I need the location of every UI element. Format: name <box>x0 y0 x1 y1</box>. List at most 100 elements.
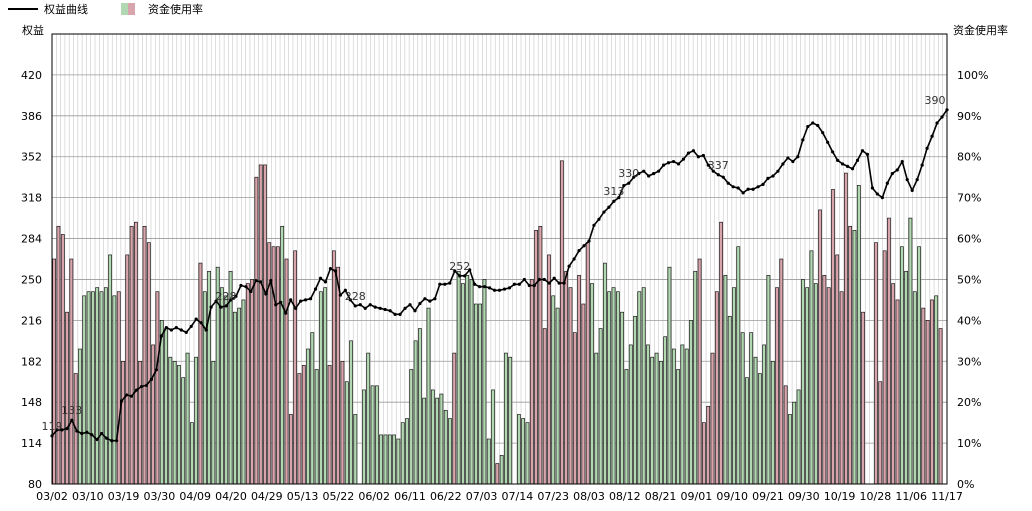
capital-usage-bar <box>779 258 784 485</box>
capital-usage-bar <box>925 320 930 485</box>
capital-usage-bar <box>52 258 57 485</box>
capital-usage-bar <box>370 385 375 485</box>
capital-usage-bar <box>280 225 285 485</box>
capital-usage-bar <box>301 365 306 485</box>
equity-curve-point <box>696 155 700 159</box>
equity-curve-point <box>189 324 193 328</box>
capital-usage-bar <box>693 270 698 485</box>
equity-curve-point <box>393 312 397 316</box>
capital-usage-bar <box>538 225 543 485</box>
capital-usage-bar <box>633 315 637 485</box>
equity-value-label: 330 <box>618 167 639 180</box>
equity-curve-point <box>557 281 561 285</box>
equity-curve-point <box>637 171 641 176</box>
equity-curve-point <box>443 282 447 286</box>
capital-usage-bar <box>607 291 612 485</box>
capital-usage-bar <box>921 307 926 485</box>
capital-usage-bar <box>564 270 569 485</box>
x-axis-tick-label: 08/12 <box>609 490 641 503</box>
equity-curve-point <box>686 151 691 155</box>
capital-usage-bar <box>706 405 711 485</box>
capital-usage-bar <box>413 340 418 485</box>
equity-curve-point <box>110 439 114 443</box>
left-axis-title: 权益 <box>22 23 44 37</box>
capital-usage-bar <box>65 311 69 485</box>
capital-usage-bar <box>202 291 207 485</box>
equity-curve-point <box>786 156 790 160</box>
capital-usage-bar <box>590 283 594 485</box>
capital-usage-bar <box>491 389 495 485</box>
capital-usage-bar <box>340 360 345 485</box>
equity-curve-point <box>323 280 328 284</box>
capital-usage-bar <box>461 283 465 485</box>
equity-curve-point <box>398 312 402 316</box>
capital-usage-bar <box>740 332 745 485</box>
capital-usage-bar <box>912 291 917 485</box>
capital-usage-bar <box>783 385 788 485</box>
equity-curve-point <box>676 162 681 166</box>
capital-usage-bar <box>267 242 272 485</box>
equity-curve-point <box>731 185 735 189</box>
capital-usage-bar <box>409 369 414 485</box>
equity-curve-point <box>791 159 795 164</box>
equity-curve-point <box>174 325 178 330</box>
x-axis-tick-label: 09/10 <box>716 490 748 503</box>
equity-curve-point <box>826 140 830 144</box>
capital-usage-bar <box>874 242 878 485</box>
equity-curve-point <box>139 384 144 389</box>
capital-usage-bar <box>250 279 254 485</box>
equity-curve-point <box>652 171 656 176</box>
left-axis-tick-label: 250 <box>21 273 42 286</box>
x-axis-tick-label: 09/21 <box>752 490 784 503</box>
equity-curve-point <box>572 257 576 261</box>
capital-usage-bar <box>641 287 646 485</box>
equity-curve-point <box>308 297 313 301</box>
capital-usage-bar <box>379 434 384 485</box>
capital-usage-bar <box>676 369 680 485</box>
capital-usage-bar <box>344 381 349 485</box>
capital-usage-bar <box>547 254 551 485</box>
capital-usage-bar <box>383 434 388 485</box>
x-axis-tick-label: 09/01 <box>681 490 713 503</box>
capital-usage-bar <box>284 258 289 485</box>
x-axis-tick-label: 04/29 <box>251 490 283 503</box>
capital-usage-bar <box>288 414 293 485</box>
equity-curve-point <box>333 269 338 273</box>
right-axis-tick-label: 60% <box>957 233 981 246</box>
x-axis-tick-label: 05/22 <box>323 490 355 503</box>
capital-usage-bar <box>680 344 685 485</box>
left-axis-tick-label: 386 <box>21 110 42 123</box>
equity-curve-point <box>517 282 521 286</box>
equity-curve-point <box>870 186 875 190</box>
equity-curve-point <box>458 274 462 278</box>
x-axis-tick-label: 05/13 <box>287 490 319 503</box>
capital-usage-bar <box>400 422 405 485</box>
capital-usage-bar <box>448 418 452 485</box>
capital-usage-bar <box>306 348 310 485</box>
capital-usage-bar <box>499 455 504 485</box>
equity-curve-point <box>657 169 661 173</box>
capital-usage-bar <box>60 234 65 485</box>
equity-curve-point <box>860 149 865 153</box>
capital-usage-bar <box>577 275 581 485</box>
equity-curve-point <box>274 303 278 307</box>
equity-curve-point <box>164 325 168 330</box>
capital-usage-bar <box>276 246 280 485</box>
equity-curve-point <box>821 131 825 135</box>
capital-usage-bar <box>568 287 573 485</box>
capital-usage-bar <box>615 291 620 485</box>
capital-usage-bar <box>710 352 715 485</box>
left-axis-tick-label: 80 <box>28 478 42 491</box>
equity-curve-point <box>159 334 163 338</box>
equity-curve-point <box>502 287 507 291</box>
capital-usage-bar <box>228 270 233 485</box>
equity-curve-point <box>647 174 651 178</box>
capital-usage-bar <box>233 311 237 485</box>
capital-usage-bar <box>103 287 108 485</box>
capital-usage-bar <box>603 262 607 485</box>
equity-curve-point <box>746 187 750 191</box>
equity-curve-point <box>761 182 765 187</box>
bar-series <box>52 160 943 485</box>
capital-usage-bar <box>439 393 444 485</box>
capital-usage-bar <box>646 344 650 485</box>
